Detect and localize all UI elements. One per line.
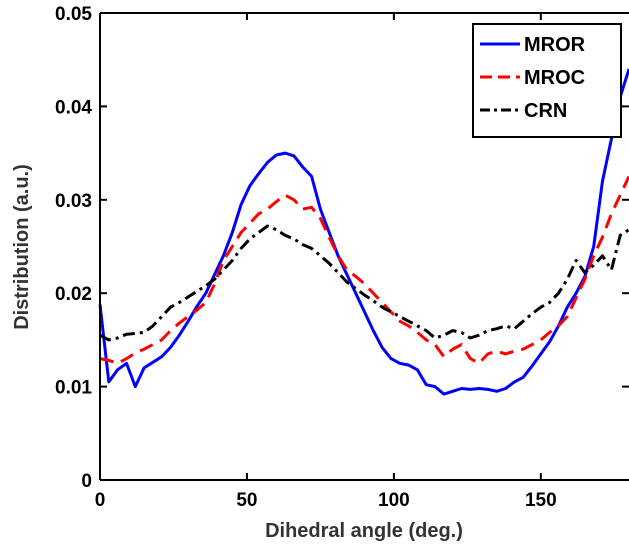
y-tick-label: 0.04 (55, 97, 92, 118)
y-tick-label: 0.03 (55, 191, 92, 212)
series-layer (98, 68, 629, 396)
legend-label-mror: MROR (524, 34, 586, 56)
legend: MROR MROC CRN (472, 23, 622, 138)
x-tick-label: 0 (95, 490, 106, 511)
x-tick-label: 50 (236, 490, 257, 511)
x-tick-label: 150 (525, 490, 557, 511)
series-line-mror (98, 68, 629, 396)
x-tick-label: 100 (378, 490, 410, 511)
series-line-crn (99, 224, 629, 342)
legend-label-crn: CRN (524, 100, 567, 122)
y-tick-label: 0.02 (55, 284, 92, 305)
y-axis-title: Distribution (a.u.) (11, 164, 33, 330)
y-tick-label: 0.05 (55, 4, 92, 25)
y-tick-label: 0.01 (55, 378, 92, 399)
legend-label-mroc: MROC (524, 67, 585, 89)
x-ticks: 0 50 100 150 (95, 13, 557, 511)
y-ticks: 0 0.01 0.02 0.03 0.04 0.05 (55, 4, 629, 492)
legend-items: MROR MROC CRN (480, 34, 586, 122)
x-axis-title: Dihedral angle (deg.) (265, 520, 463, 542)
y-tick-label: 0 (81, 471, 92, 492)
